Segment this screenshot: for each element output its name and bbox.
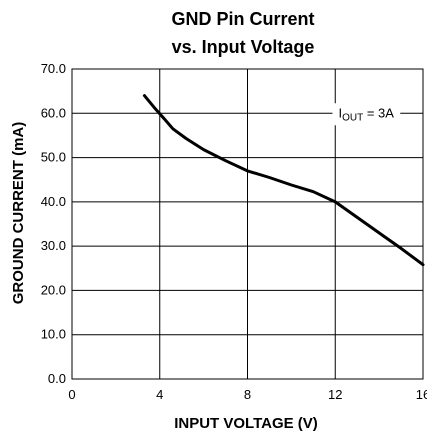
x-tick-label: 4: [156, 387, 163, 402]
y-axis-title: GROUND CURRENT (mA): [10, 122, 27, 305]
iout-annotation: IOUT = 3A: [332, 103, 401, 126]
x-tick-label: 8: [244, 387, 251, 402]
annotation-suffix: = 3A: [363, 105, 394, 120]
y-tick-label: 20.0: [41, 282, 66, 297]
x-axis-title: INPUT VOLTAGE (V): [174, 415, 318, 432]
y-tick-label: 60.0: [41, 105, 66, 120]
annotation-main: I: [338, 105, 342, 120]
y-tick-label: 40.0: [41, 194, 66, 209]
series-line: [142, 94, 425, 267]
x-tick-label: 16: [416, 387, 427, 402]
plot-area-frame: [71, 68, 424, 380]
y-tick-label: 0.0: [48, 371, 66, 386]
chart-title-line-1: GND Pin Current: [171, 9, 314, 29]
x-tick-label: 12: [328, 387, 342, 402]
annotation-background: [332, 103, 401, 126]
y-tick-label: 10.0: [41, 327, 66, 342]
y-tick-label: 30.0: [41, 238, 66, 253]
tick-labels: 0 4 8 12 16 0.0 10.0 20.0 30.0 40.0 50.0 60.0 70.0: [41, 61, 427, 402]
x-tick-label: 0: [68, 387, 75, 402]
y-tick-label: 50.0: [41, 150, 66, 165]
chart-title-line-2: vs. Input Voltage: [172, 37, 315, 57]
y-tick-label: 70.0: [41, 61, 66, 76]
annotation-label: IOUT = 3A: [338, 105, 394, 123]
annotation-subscript: OUT: [342, 112, 363, 123]
